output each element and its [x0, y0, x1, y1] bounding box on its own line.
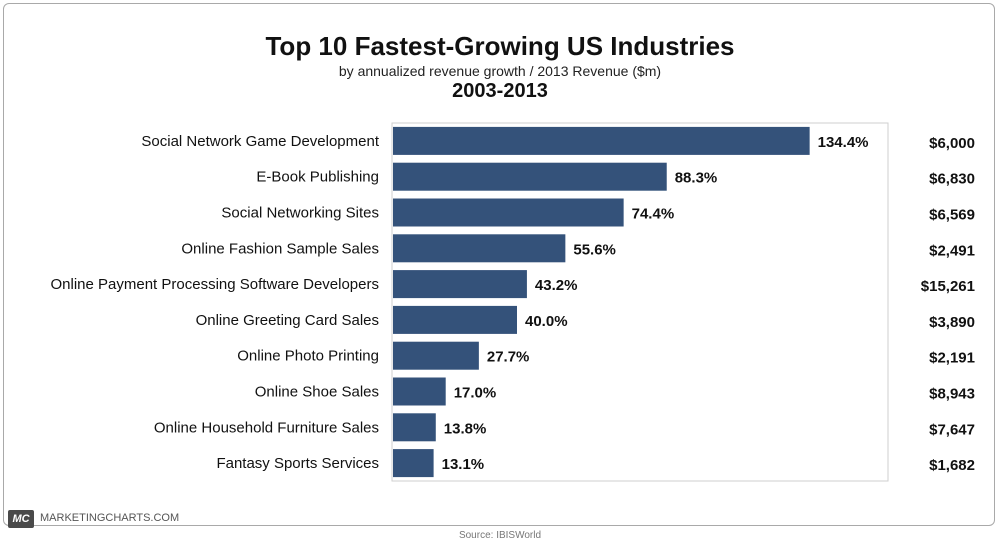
bar-value-label: 17.0% [454, 385, 497, 402]
marketingcharts-logo: MC [8, 510, 34, 528]
revenue-label: $8,943 [929, 386, 975, 403]
bar-value-label: 134.4% [818, 134, 869, 151]
category-label: E-Book Publishing [256, 169, 379, 186]
bar [393, 198, 624, 227]
source-note: Source: IBISWorld [458, 530, 542, 541]
chart-title: Top 10 Fastest-Growing US Industries [265, 31, 735, 61]
revenue-label: $2,491 [929, 242, 975, 259]
category-label: Online Payment Processing Software Devel… [51, 276, 380, 293]
bar [393, 270, 527, 299]
chart-subtitle: by annualized revenue growth / 2013 Reve… [338, 63, 662, 79]
bar [393, 377, 446, 406]
bar-value-label: 88.3% [675, 170, 718, 187]
revenue-label: $3,890 [929, 314, 975, 331]
plot-area-border [391, 122, 889, 482]
category-label: Social Network Game Development [141, 133, 379, 150]
revenue-label: $6,000 [929, 135, 975, 152]
bar [393, 305, 517, 334]
bar [393, 234, 566, 263]
category-label: Online Shoe Sales [255, 384, 379, 401]
bar-value-label: 74.4% [632, 206, 675, 223]
category-label: Fantasy Sports Services [216, 455, 379, 472]
bar [393, 449, 434, 478]
chart-frame [3, 3, 995, 526]
revenue-label: $15,261 [921, 278, 975, 295]
bar-value-label: 13.8% [444, 420, 487, 437]
category-label: Social Networking Sites [221, 205, 379, 222]
revenue-label: $6,830 [929, 171, 975, 188]
bar [393, 341, 479, 370]
bar [393, 162, 667, 191]
bar-value-label: 40.0% [525, 313, 568, 330]
bar-value-label: 13.1% [442, 456, 485, 473]
category-label: Online Photo Printing [237, 348, 379, 365]
bar [393, 413, 436, 442]
category-label: Online Fashion Sample Sales [181, 240, 379, 257]
revenue-label: $7,647 [929, 421, 975, 438]
bar-value-label: 55.6% [573, 241, 616, 258]
footer-brand: MARKETINGCHARTS.COM [40, 512, 180, 524]
chart-period: 2003-2013 [452, 80, 548, 102]
bar [393, 126, 810, 155]
revenue-label: $6,569 [929, 207, 975, 224]
revenue-label: $1,682 [929, 457, 975, 474]
revenue-label: $2,191 [929, 350, 975, 367]
bar-value-label: 43.2% [535, 277, 578, 294]
category-label: Online Household Furniture Sales [154, 419, 379, 436]
category-label: Online Greeting Card Sales [196, 312, 379, 329]
bar-value-label: 27.7% [487, 349, 530, 366]
